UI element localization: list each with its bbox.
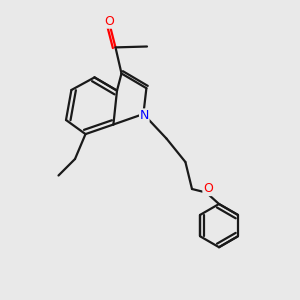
Text: O: O: [203, 182, 213, 196]
Text: N: N: [140, 109, 149, 122]
Text: O: O: [104, 15, 114, 28]
